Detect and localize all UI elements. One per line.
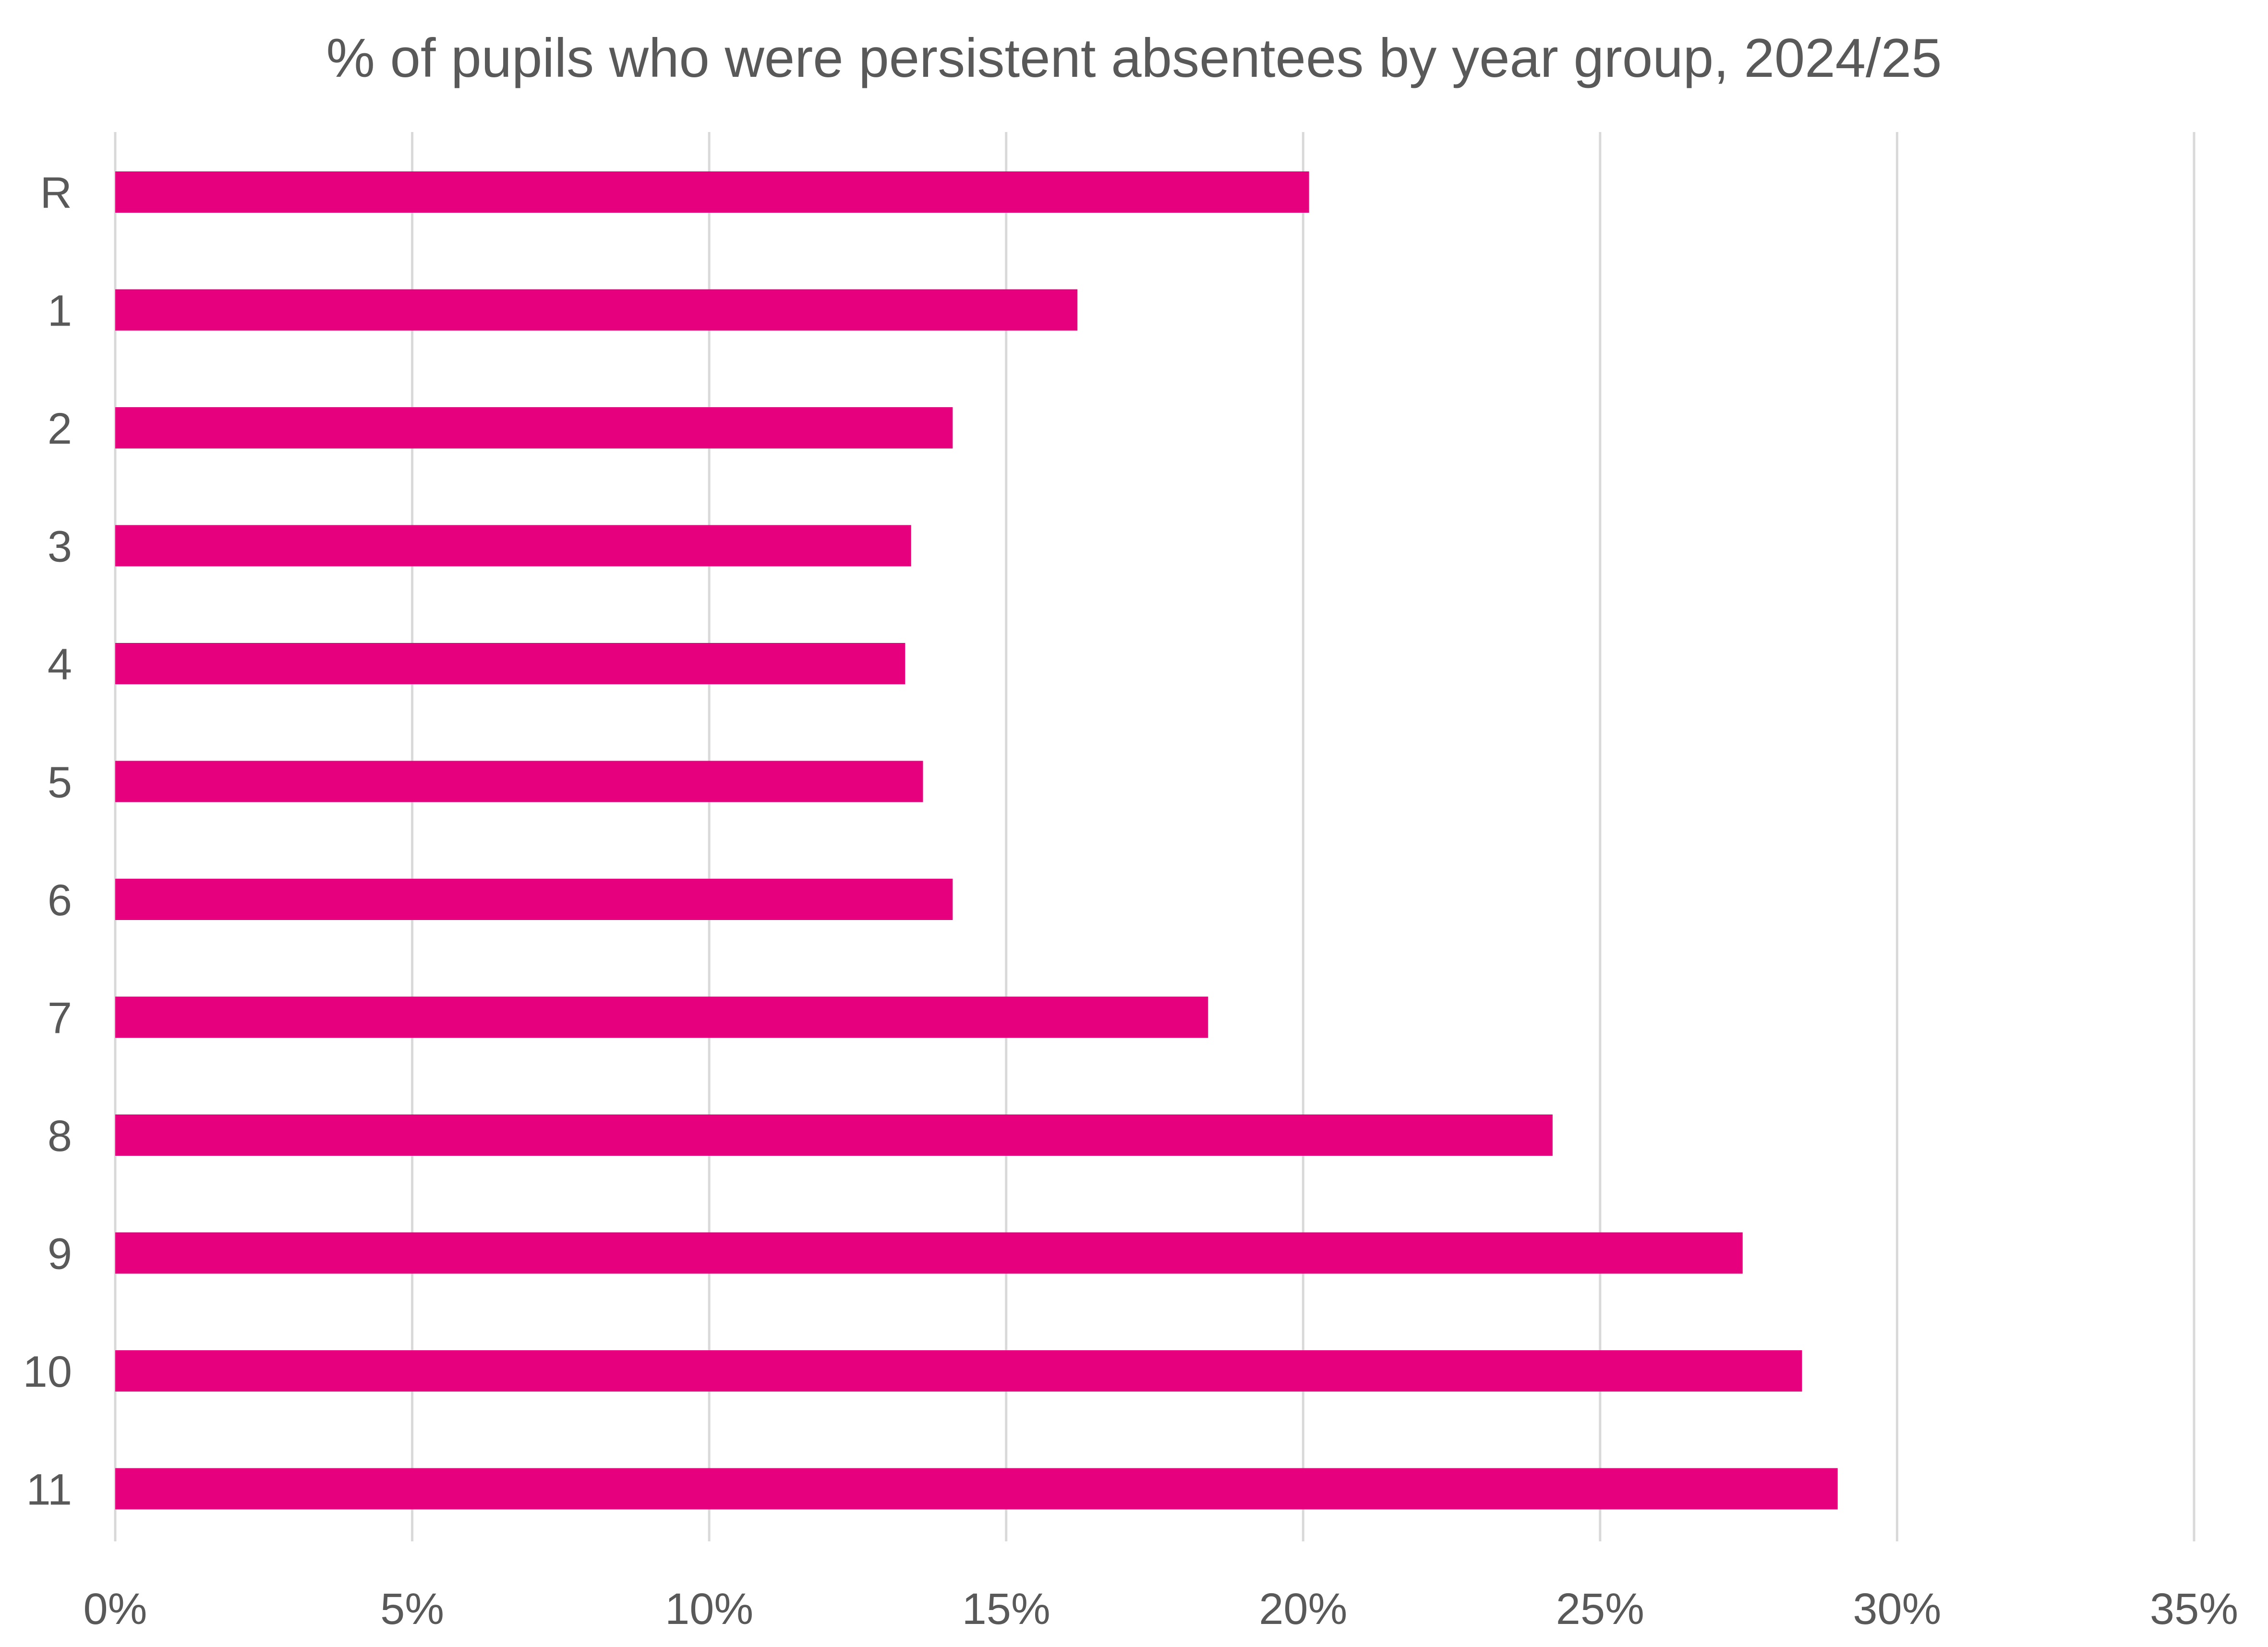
y-tick-label: R — [40, 169, 72, 218]
bar — [115, 879, 953, 920]
y-tick-label: 7 — [48, 994, 72, 1043]
x-axis-labels: 0% 5% 10% 15% 20% 25% 30% 35% — [84, 1585, 2239, 1634]
bar — [115, 1232, 1743, 1274]
y-tick-label: 1 — [48, 287, 72, 336]
bar — [115, 643, 905, 684]
y-axis-labels: R 1 2 3 4 5 6 7 8 9 10 11 — [23, 169, 72, 1514]
x-tick-label: 25% — [1556, 1585, 1644, 1634]
bar — [115, 407, 953, 448]
x-tick-label: 35% — [2150, 1585, 2238, 1634]
x-tick-label: 30% — [1853, 1585, 1941, 1634]
y-tick-label: 3 — [48, 522, 72, 571]
y-tick-label: 6 — [48, 876, 72, 925]
y-tick-label: 9 — [48, 1230, 72, 1279]
x-tick-label: 10% — [665, 1585, 753, 1634]
bar — [115, 1468, 1838, 1510]
bar — [115, 761, 923, 802]
bar — [115, 171, 1309, 213]
y-tick-label: 4 — [48, 640, 72, 689]
y-tick-label: 2 — [48, 404, 72, 453]
x-tick-label: 5% — [380, 1585, 444, 1634]
x-tick-label: 20% — [1259, 1585, 1347, 1634]
bar — [115, 1114, 1553, 1156]
y-tick-label: 10 — [23, 1347, 72, 1396]
bars — [115, 171, 1838, 1510]
bar — [115, 289, 1078, 331]
x-tick-label: 0% — [84, 1585, 147, 1634]
y-tick-label: 8 — [48, 1112, 72, 1161]
y-tick-label: 5 — [48, 758, 72, 807]
y-tick-label: 11 — [26, 1465, 72, 1514]
bar — [115, 996, 1208, 1038]
gridlines — [114, 132, 2196, 1541]
chart-title: % of pupils who were persistent absentee… — [326, 28, 1942, 89]
x-tick-label: 15% — [962, 1585, 1050, 1634]
bar — [115, 525, 911, 567]
bar — [115, 1350, 1802, 1392]
